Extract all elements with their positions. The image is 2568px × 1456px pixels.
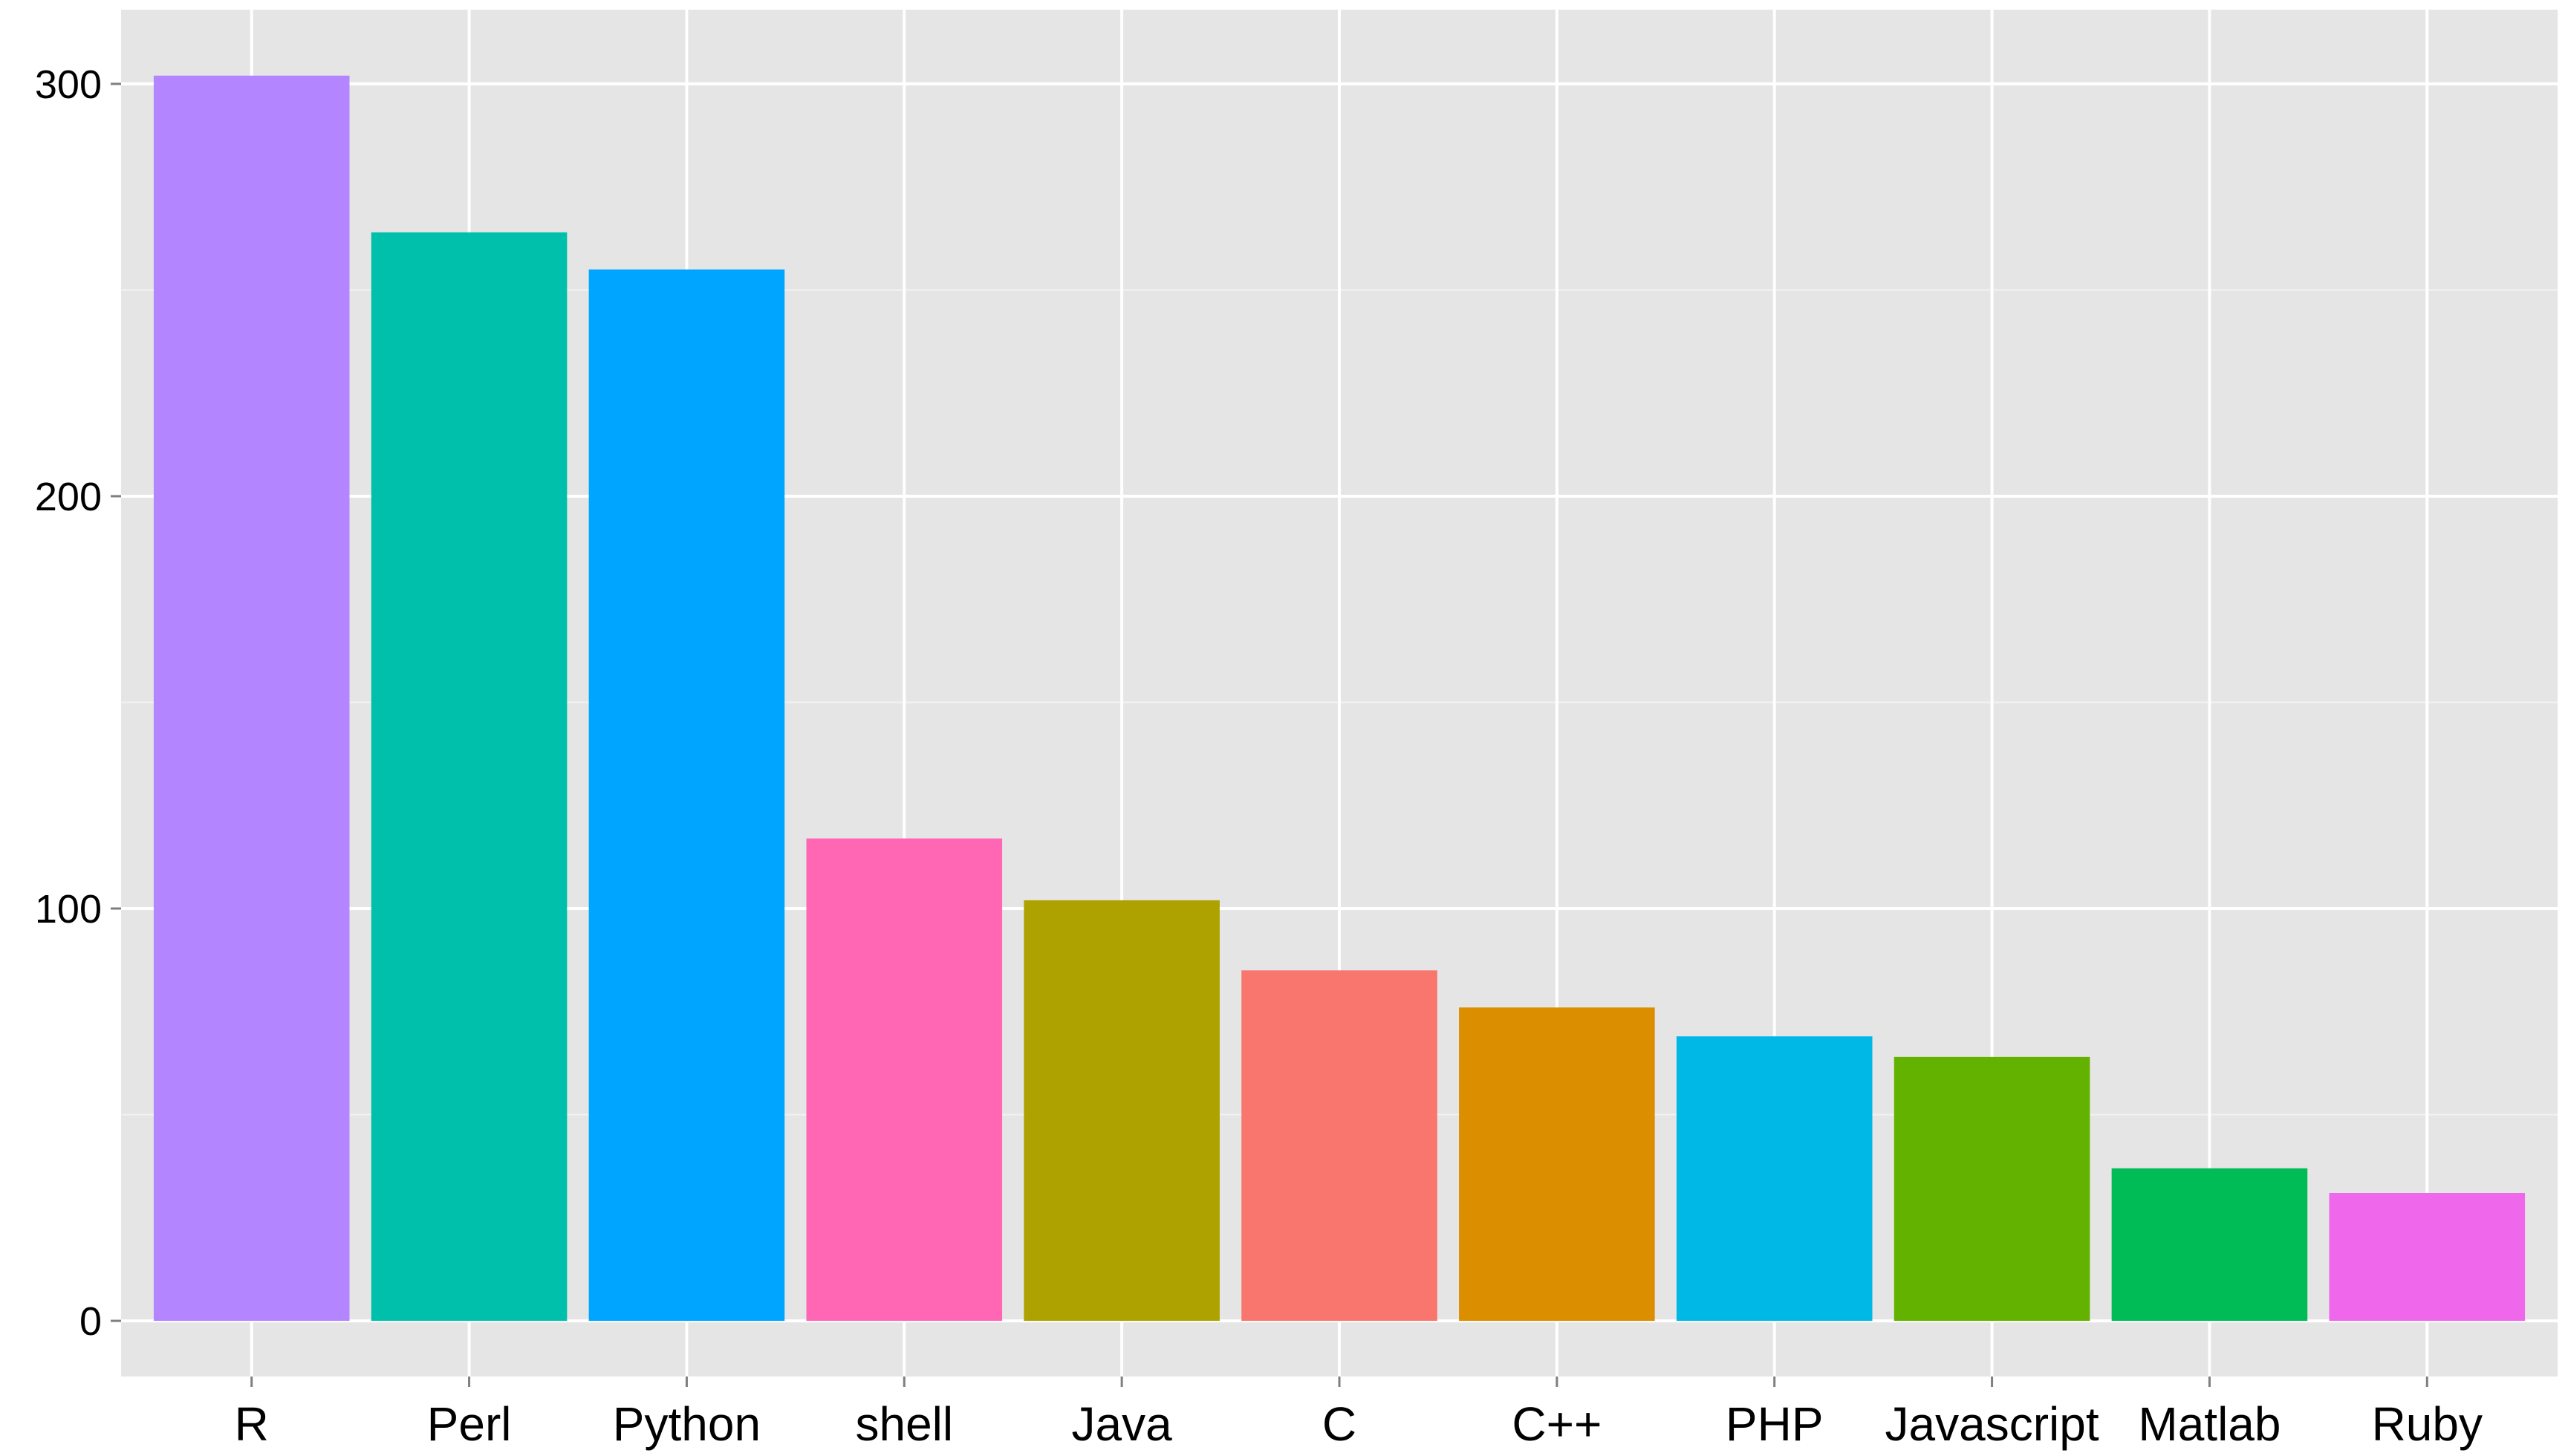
- y-tick-label: 200: [35, 475, 102, 519]
- bar-php: [1677, 1036, 1873, 1321]
- bar-shell: [807, 839, 1003, 1321]
- x-tick-label: PHP: [1726, 1397, 1824, 1451]
- bar-cplus: [1459, 1007, 1655, 1321]
- bar-ruby: [2330, 1193, 2526, 1321]
- bar-java: [1024, 900, 1220, 1321]
- y-tick-label: 300: [35, 62, 102, 107]
- y-tick-label: 0: [79, 1299, 102, 1344]
- bar-javascript: [1894, 1057, 2090, 1321]
- bar-r: [154, 76, 350, 1321]
- x-tick-label: C: [1322, 1397, 1356, 1451]
- x-tick-label: Ruby: [2372, 1397, 2483, 1451]
- bar-matlab: [2112, 1169, 2308, 1321]
- x-tick-label: shell: [855, 1397, 953, 1451]
- bar-perl: [371, 233, 568, 1321]
- x-tick-label: C++: [1512, 1397, 1602, 1451]
- y-tick-label: 100: [35, 887, 102, 932]
- y-axis: 0 100 200 300: [35, 62, 121, 1344]
- bar-python: [589, 270, 785, 1321]
- x-tick-label: Javascript: [1885, 1397, 2099, 1451]
- bar-c: [1241, 970, 1437, 1321]
- x-tick-label: Matlab: [2138, 1397, 2281, 1451]
- x-tick-label: Python: [613, 1397, 761, 1451]
- x-tick-label: Java: [1072, 1397, 1173, 1451]
- x-tick-label: R: [235, 1397, 269, 1451]
- x-tick-label: Perl: [427, 1397, 512, 1451]
- x-axis: R Perl Python shell Java C C++ PHP Javascript Mat…: [235, 1377, 2483, 1451]
